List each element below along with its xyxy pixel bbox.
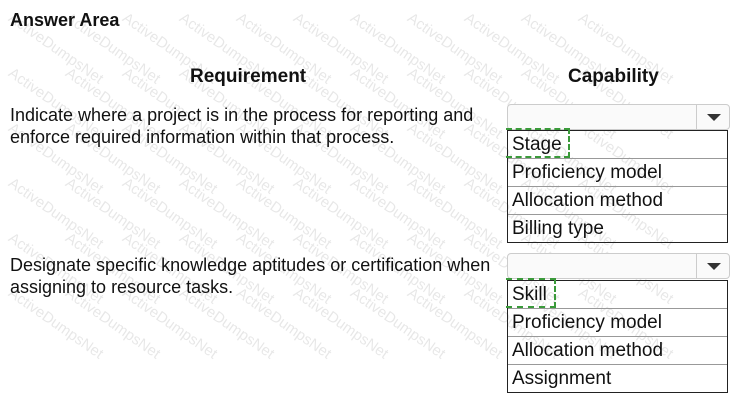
watermark-text: ActiveDumpsNet: [5, 174, 107, 253]
watermark-text: ActiveDumpsNet: [233, 174, 335, 253]
watermark-text: ActiveDumpsNet: [62, 174, 164, 253]
requirement-header: Requirement: [190, 66, 307, 87]
option[interactable]: Assignment: [508, 364, 727, 392]
watermark-text: ActiveDumpsNet: [119, 174, 221, 253]
chevron-down-icon[interactable]: [696, 254, 729, 278]
capability-header: Capability: [568, 66, 659, 87]
option[interactable]: Proficiency model: [508, 308, 727, 336]
requirement-text-1: Indicate where a project is in the proce…: [10, 105, 474, 147]
watermark-text: ActiveDumpsNet: [290, 174, 392, 253]
options-list-1: Stage Proficiency model Allocation metho…: [506, 128, 728, 243]
watermark-text: ActiveDumpsNet: [176, 174, 278, 253]
option[interactable]: Skill: [506, 278, 727, 308]
answer-area-title: Answer Area: [10, 10, 120, 30]
selected-answer-marker: [506, 128, 570, 158]
watermark-text: ActiveDumpsNet: [347, 174, 449, 253]
watermark-text: ActiveDumpsNet: [404, 9, 506, 88]
chevron-down-icon[interactable]: [696, 105, 729, 129]
capability-dropdown-1[interactable]: [507, 104, 730, 130]
option[interactable]: Allocation method: [508, 336, 727, 364]
selected-answer-marker: [506, 278, 556, 308]
option[interactable]: Stage: [506, 128, 727, 158]
watermark-text: ActiveDumpsNet: [404, 174, 506, 253]
capability-dropdown-2[interactable]: [507, 253, 730, 279]
options-list-2: Skill Proficiency model Allocation metho…: [506, 278, 728, 393]
watermark-text: ActiveDumpsNet: [347, 9, 449, 88]
requirement-text-2: Designate specific knowledge aptitudes o…: [10, 255, 491, 297]
option[interactable]: Billing type: [508, 214, 727, 242]
watermark-text: ActiveDumpsNet: [461, 9, 563, 88]
option[interactable]: Allocation method: [508, 186, 727, 214]
option[interactable]: Proficiency model: [508, 158, 727, 186]
